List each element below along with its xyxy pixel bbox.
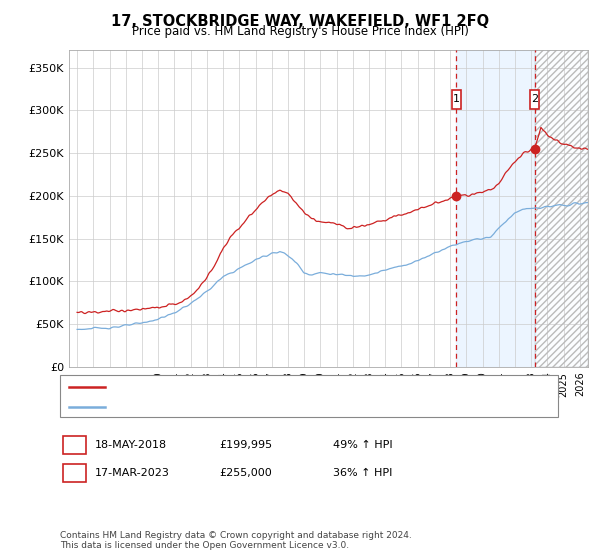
Text: 2: 2	[531, 95, 538, 105]
Text: Contains HM Land Registry data © Crown copyright and database right 2024.
This d: Contains HM Land Registry data © Crown c…	[60, 530, 412, 550]
Text: 17, STOCKBRIDGE WAY, WAKEFIELD, WF1 2FQ: 17, STOCKBRIDGE WAY, WAKEFIELD, WF1 2FQ	[111, 14, 489, 29]
Text: 36% ↑ HPI: 36% ↑ HPI	[333, 468, 392, 478]
Text: 1: 1	[452, 95, 460, 105]
Text: 17, STOCKBRIDGE WAY, WAKEFIELD, WF1 2FQ (semi-detached house): 17, STOCKBRIDGE WAY, WAKEFIELD, WF1 2FQ …	[112, 382, 461, 392]
Text: Price paid vs. HM Land Registry's House Price Index (HPI): Price paid vs. HM Land Registry's House …	[131, 25, 469, 38]
FancyBboxPatch shape	[452, 90, 461, 109]
Text: £255,000: £255,000	[219, 468, 272, 478]
Text: 2: 2	[71, 468, 78, 478]
Text: HPI: Average price, semi-detached house, Wakefield: HPI: Average price, semi-detached house,…	[112, 402, 373, 412]
Text: 49% ↑ HPI: 49% ↑ HPI	[333, 440, 392, 450]
Bar	[535, 50, 588, 367]
Text: 18-MAY-2018: 18-MAY-2018	[95, 440, 167, 450]
Bar	[456, 50, 535, 367]
Text: 1: 1	[71, 440, 78, 450]
Text: 17-MAR-2023: 17-MAR-2023	[95, 468, 170, 478]
Text: £199,995: £199,995	[219, 440, 272, 450]
FancyBboxPatch shape	[530, 90, 539, 109]
